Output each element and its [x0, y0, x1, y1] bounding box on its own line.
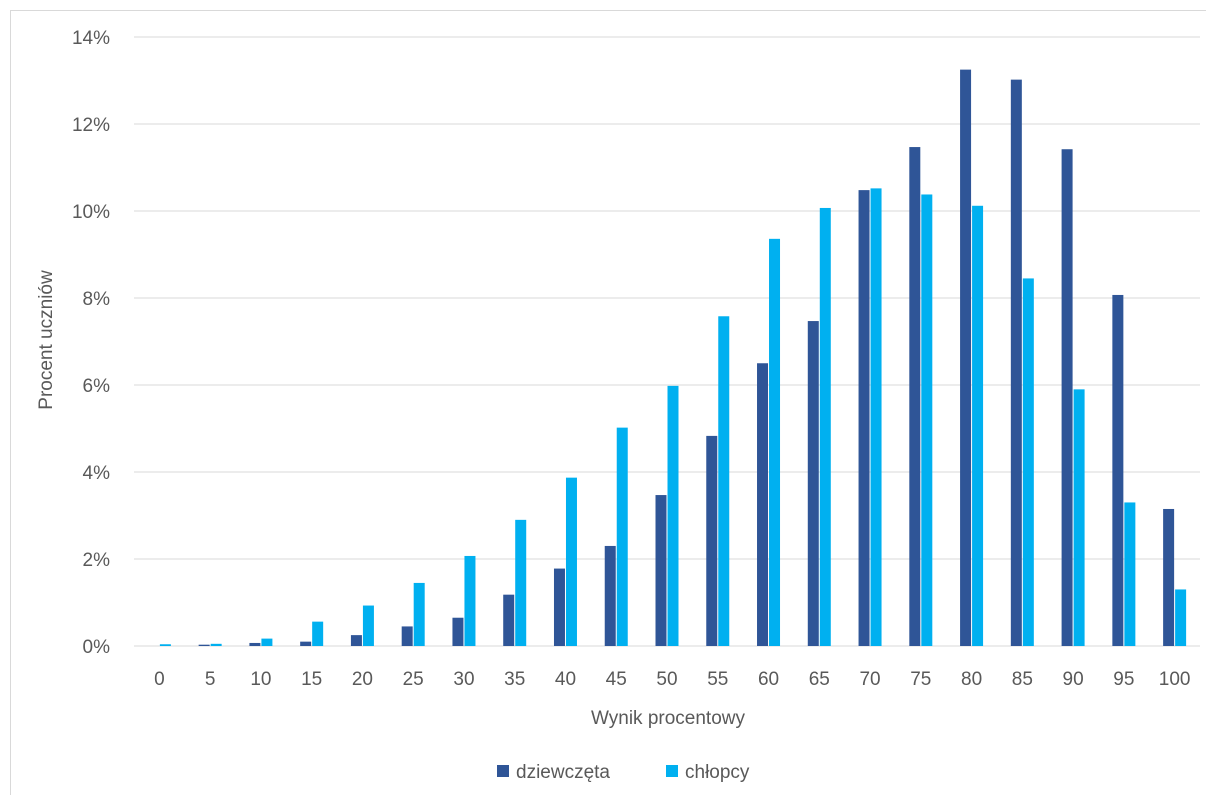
bar-chlopcy-85	[1022, 278, 1034, 646]
x-tick-label: 70	[859, 669, 880, 690]
bar-dziewczeta-40	[553, 568, 565, 646]
y-tick-label: 14%	[72, 28, 110, 49]
bar-dziewczeta-45	[604, 545, 616, 646]
x-tick-label: 50	[656, 669, 677, 690]
bar-dziewczeta-10	[249, 642, 261, 646]
bar-dziewczeta-70	[858, 190, 870, 646]
chart-frame	[10, 10, 1206, 795]
y-axis-ticks: 0% 2% 4% 6% 8% 10% 12% 14%	[72, 28, 110, 658]
bars	[159, 69, 1187, 647]
bar-dziewczeta-85	[1010, 79, 1022, 646]
bar-chlopcy-20	[362, 605, 374, 646]
bar-dziewczeta-30	[452, 617, 464, 646]
y-tick-label: 0%	[83, 637, 111, 658]
bar-dziewczeta-95	[1112, 294, 1124, 646]
bar-chlopcy-15	[312, 621, 324, 646]
y-tick-label: 8%	[83, 289, 111, 310]
bar-chlopcy-55	[718, 316, 730, 646]
bar-chlopcy-35	[515, 519, 527, 646]
x-tick-label: 85	[1012, 669, 1033, 690]
legend-swatch	[666, 765, 678, 777]
bar-dziewczeta-75	[909, 147, 921, 646]
gridlines	[134, 36, 1200, 647]
bar-dziewczeta-100	[1163, 508, 1175, 646]
bar-dziewczeta-60	[757, 363, 769, 646]
x-tick-label: 20	[352, 669, 373, 690]
bar-chlopcy-95	[1124, 502, 1136, 646]
bar-chlopcy-65	[819, 207, 831, 646]
bar-dziewczeta-20	[350, 635, 362, 646]
bar-dziewczeta-15	[300, 641, 312, 646]
bar-chlopcy-80	[972, 205, 984, 646]
bar-dziewczeta-5	[198, 644, 210, 646]
x-tick-label: 80	[961, 669, 982, 690]
x-tick-label: 100	[1159, 669, 1191, 690]
bar-chlopcy-5	[210, 643, 222, 646]
y-tick-label: 12%	[72, 115, 110, 136]
legend-swatch	[497, 765, 509, 777]
bar-dziewczeta-65	[807, 321, 819, 646]
x-tick-label: 75	[910, 669, 931, 690]
bar-chlopcy-60	[769, 238, 781, 646]
x-axis-title: Wynik procentowy	[591, 708, 745, 729]
bar-chlopcy-40	[565, 477, 577, 646]
y-tick-label: 4%	[83, 463, 111, 484]
y-tick-label: 2%	[83, 550, 111, 571]
x-tick-label: 90	[1063, 669, 1084, 690]
legend: dziewczęta chłopcy	[497, 762, 750, 783]
bar-chlopcy-50	[667, 385, 679, 646]
x-tick-label: 55	[707, 669, 728, 690]
bar-chlopcy-45	[616, 427, 628, 646]
x-tick-label: 30	[453, 669, 474, 690]
legend-label: chłopcy	[685, 762, 750, 783]
bar-chlopcy-10	[261, 638, 273, 646]
bar-dziewczeta-55	[706, 435, 718, 646]
y-tick-label: 10%	[72, 202, 110, 223]
bar-chlopcy-25	[413, 582, 425, 646]
x-tick-label: 65	[809, 669, 830, 690]
x-tick-label: 60	[758, 669, 779, 690]
bar-chlopcy-30	[464, 555, 476, 646]
bar-chlopcy-70	[870, 188, 882, 646]
x-tick-label: 95	[1113, 669, 1134, 690]
x-tick-label: 35	[504, 669, 525, 690]
x-tick-label: 0	[154, 669, 165, 690]
bar-dziewczeta-35	[503, 594, 515, 646]
legend-label: dziewczęta	[516, 762, 610, 783]
bar-dziewczeta-25	[401, 626, 413, 646]
x-tick-label: 5	[205, 669, 216, 690]
bar-dziewczeta-80	[960, 69, 972, 646]
x-tick-label: 15	[301, 669, 322, 690]
bar-chlopcy-100	[1175, 589, 1187, 646]
x-tick-label: 10	[250, 669, 271, 690]
x-axis-ticks: 0 5 10 15 20 25 30 35 40 45 50 55 60 65 70 75 80 85 90 95 10…	[154, 669, 1190, 690]
x-tick-label: 25	[403, 669, 424, 690]
y-axis-title: Procent uczniów	[36, 270, 57, 410]
bar-chlopcy-75	[921, 194, 933, 646]
y-tick-label: 6%	[83, 376, 111, 397]
bar-dziewczeta-90	[1061, 149, 1073, 647]
x-tick-label: 40	[555, 669, 576, 690]
bar-chlopcy-0	[159, 644, 171, 646]
bar-dziewczeta-50	[655, 495, 667, 646]
bar-chlopcy-90	[1073, 389, 1085, 646]
x-tick-label: 45	[606, 669, 627, 690]
